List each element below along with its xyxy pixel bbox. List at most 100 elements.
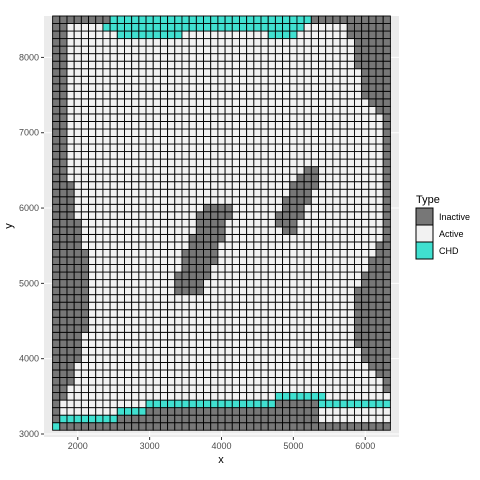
heatmap-cell: [80, 188, 90, 198]
heatmap-cell: [231, 324, 240, 333]
heatmap-cell: [66, 188, 75, 198]
heatmap-cell: [361, 196, 370, 205]
heatmap-cell: [296, 188, 305, 198]
heatmap-cell: [109, 264, 118, 273]
heatmap-cell: [217, 75, 226, 85]
heatmap-cell: [303, 399, 312, 409]
heatmap-cell: [375, 301, 384, 311]
heatmap-cell: [66, 120, 75, 130]
heatmap-cell: [246, 203, 255, 213]
heatmap-cell: [159, 407, 169, 416]
heatmap-cell: [274, 45, 284, 55]
heatmap-cell: [310, 68, 319, 77]
heatmap-cell: [289, 286, 298, 296]
heatmap-cell: [267, 23, 276, 32]
heatmap-cell: [181, 23, 190, 32]
heatmap-cell: [253, 264, 262, 273]
heatmap-cell: [368, 90, 377, 100]
heatmap-cell: [282, 136, 291, 145]
x-axis: 2000 3000 4000 5000 6000: [68, 437, 375, 451]
heatmap-cell: [88, 158, 97, 168]
heatmap-cell: [73, 422, 82, 431]
heatmap-cell: [59, 279, 68, 288]
heatmap-cell: [231, 346, 240, 356]
heatmap-cell: [325, 256, 334, 265]
heatmap-cell: [375, 75, 384, 85]
heatmap-cell: [210, 377, 219, 386]
heatmap-cell: [339, 53, 348, 62]
heatmap-cell: [210, 120, 219, 130]
heatmap-cell: [80, 143, 90, 153]
heatmap-cell: [116, 188, 125, 198]
heatmap-cell: [332, 120, 341, 130]
heatmap-cell: [116, 407, 125, 416]
heatmap-cell: [346, 120, 355, 130]
heatmap-cell: [375, 136, 384, 145]
heatmap-cell: [95, 30, 104, 40]
heatmap-cell: [361, 60, 370, 70]
heatmap-cell: [325, 339, 334, 348]
heatmap-cell: [231, 196, 240, 205]
heatmap-cell: [102, 38, 111, 47]
legend-label: Active: [439, 229, 464, 239]
heatmap-cell: [274, 136, 284, 145]
heatmap-cell: [246, 294, 255, 303]
heatmap-cell: [124, 23, 133, 32]
heatmap-cell: [361, 414, 370, 424]
heatmap-cell: [124, 377, 133, 386]
heatmap-cell: [368, 188, 377, 198]
heatmap-cell: [131, 60, 140, 70]
heatmap-cell: [296, 369, 305, 378]
heatmap-cell: [174, 211, 183, 220]
heatmap-cell: [95, 128, 104, 137]
heatmap-cell: [80, 90, 90, 100]
heatmap-cell: [296, 301, 305, 311]
heatmap-cell: [88, 45, 97, 55]
heatmap-cell: [210, 75, 219, 85]
heatmap-cell: [310, 264, 319, 273]
heatmap-cell: [224, 316, 233, 326]
heatmap-cell: [174, 181, 183, 190]
heatmap-cell: [224, 173, 233, 183]
heatmap-cell: [382, 414, 391, 424]
heatmap-cell: [231, 309, 240, 318]
heatmap-cell: [217, 120, 226, 130]
heatmap-cell: [361, 301, 370, 311]
heatmap-cell: [303, 211, 312, 220]
heatmap-cell: [318, 203, 327, 213]
heatmap-cell: [174, 271, 183, 281]
heatmap-cell: [88, 346, 97, 356]
heatmap-cell: [174, 30, 183, 40]
heatmap-cell: [375, 113, 384, 122]
heatmap-cell: [253, 361, 262, 371]
heatmap-cell: [353, 211, 363, 220]
heatmap-cell: [231, 361, 240, 371]
heatmap-cell: [174, 113, 183, 122]
heatmap-cell: [95, 422, 104, 431]
heatmap-cell: [88, 143, 97, 153]
heatmap-cell: [109, 331, 118, 341]
heatmap-cell: [167, 294, 176, 303]
legend-key-active: [415, 224, 434, 243]
heatmap-cell: [239, 264, 248, 273]
heatmap-cell: [95, 75, 104, 85]
heatmap-cell: [52, 98, 61, 107]
heatmap-cell: [260, 233, 269, 243]
heatmap-cell: [181, 286, 190, 296]
heatmap-cell: [325, 331, 334, 341]
heatmap-cell: [152, 158, 161, 168]
heatmap-cell: [296, 354, 305, 363]
heatmap-cell: [73, 98, 82, 107]
heatmap-cell: [310, 256, 319, 265]
heatmap-cell: [303, 23, 312, 32]
heatmap-cell: [145, 30, 154, 40]
heatmap-cell: [353, 53, 363, 62]
heatmap-cell: [52, 316, 61, 326]
heatmap-cell: [131, 120, 140, 130]
heatmap-cell: [217, 173, 226, 183]
heatmap-cell: [282, 346, 291, 356]
heatmap-cell: [353, 361, 363, 371]
heatmap-cell: [289, 316, 298, 326]
heatmap-cell: [152, 399, 161, 409]
heatmap-cell: [253, 392, 262, 401]
